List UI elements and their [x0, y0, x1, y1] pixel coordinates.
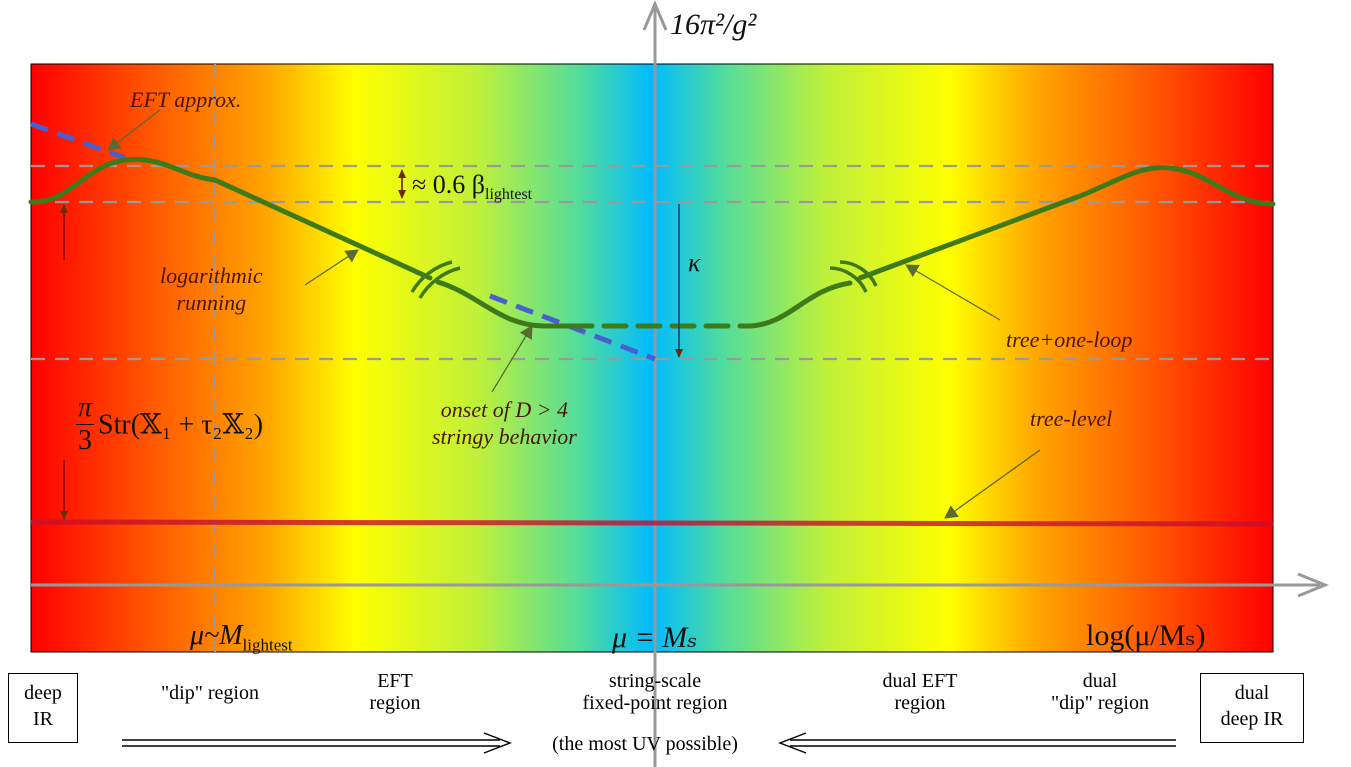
- curve-left: [28, 156, 433, 281]
- curve-left-lower: [435, 279, 573, 329]
- eft-approx-dash-left: [30, 121, 126, 161]
- dual-eft-region-label: dual EFT region: [882, 670, 958, 714]
- mu-ms-label: μ = Mₛ: [612, 621, 698, 654]
- break-mark-right-icon: [829, 260, 878, 293]
- uv-note-label: (the most UV possible): [552, 733, 738, 755]
- x-axis-label: log(μ/Mₛ): [1086, 619, 1206, 652]
- eft-region-label: EFT region: [369, 670, 421, 714]
- arrow-eft-approx: [107, 109, 161, 151]
- arrow-tree-level: [944, 449, 1041, 519]
- tree-level-label: tree-level: [1030, 406, 1113, 431]
- y-axis-arrow-icon: [642, 0, 668, 31]
- arrow-tree-one-loop: [905, 264, 1001, 321]
- deep-ir-box: deep IR: [8, 673, 78, 743]
- curve-right: [857, 165, 1276, 281]
- arrow-onset: [491, 325, 533, 393]
- curve-right-lower: [747, 280, 853, 329]
- eft-approx-label: EFT approx.: [130, 87, 242, 112]
- break-mark-left-icon: [410, 260, 461, 299]
- axes: [31, 0, 1329, 767]
- dual-dip-region-label: dual "dip" region: [1051, 670, 1149, 714]
- x-axis-arrow-icon: [1297, 572, 1329, 598]
- tree-level-line: [30, 519, 1274, 527]
- y-axis-label: 16π²/g²: [670, 8, 757, 41]
- mu-lightest-label: μ~Mlightest: [190, 620, 293, 655]
- tree-one-loop-label: tree+one-loop: [1006, 327, 1133, 352]
- dip-region-label: "dip" region: [161, 682, 259, 704]
- log-running-label: logarithmic running: [160, 263, 263, 315]
- dual-deep-ir-box: dual deep IR: [1200, 673, 1304, 743]
- annotation-arrows: [107, 109, 1041, 519]
- double-arrow-left-icon: [778, 732, 1176, 754]
- double-arrow-right-icon: [122, 732, 512, 754]
- beta-gap-label: ≈ 0.6 βlightest: [412, 170, 533, 204]
- arrow-log-running: [304, 249, 359, 286]
- kappa-label: κ: [688, 248, 701, 277]
- supertrace-formula: π 3 Str(𝕏₁ + τ₂𝕏₂): [76, 392, 264, 456]
- onset-label: onset of D > 4 stringy behavior: [432, 397, 577, 449]
- string-scale-region-label: string-scale fixed-point region: [582, 670, 728, 714]
- running-curve: [28, 156, 1276, 329]
